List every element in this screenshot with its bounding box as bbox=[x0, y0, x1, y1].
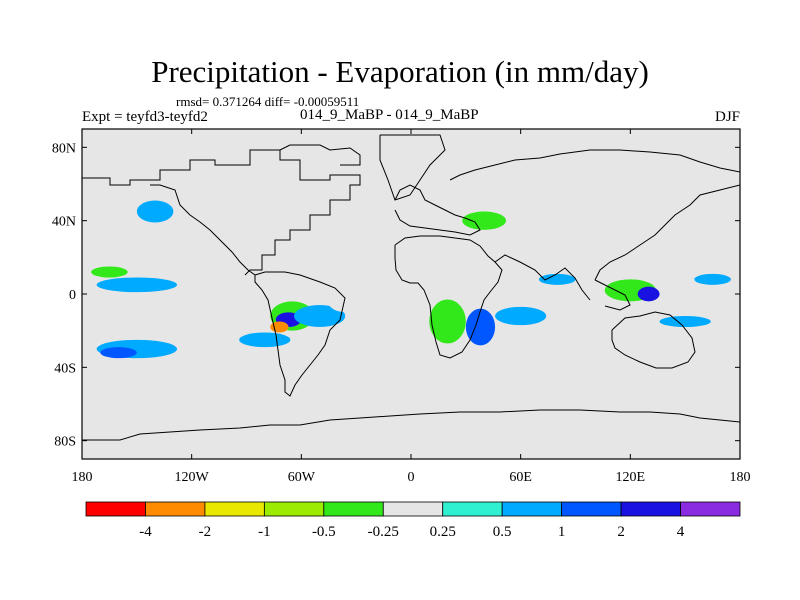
colorbar-swatch bbox=[620, 501, 681, 517]
anomaly-region-5 bbox=[164, 266, 201, 278]
anomaly-region-6 bbox=[136, 200, 174, 223]
colorbar-label: -0.5 bbox=[312, 524, 336, 540]
colorbar: -4 -2 -1 -0.5 -0.25 0.25 0.5 1 2 4 bbox=[85, 501, 741, 540]
europe-coastline bbox=[394, 184, 481, 236]
anomaly-region-2 bbox=[239, 332, 291, 348]
x-tick-label: 120W bbox=[175, 470, 210, 485]
anomaly-region-21 bbox=[462, 211, 507, 230]
season-label: DJF bbox=[714, 109, 740, 125]
x-tick-label: 120E bbox=[616, 470, 646, 485]
arabia-india bbox=[494, 254, 591, 301]
x-tick-label: 60W bbox=[288, 470, 316, 485]
australia-coastline bbox=[611, 311, 696, 369]
x-tick-label: 180 bbox=[730, 470, 751, 485]
north-america-coastline bbox=[82, 149, 361, 276]
colorbar-label: -0.25 bbox=[368, 524, 399, 540]
x-tick-label: 0 bbox=[408, 470, 415, 485]
colorbar-swatch bbox=[85, 501, 146, 517]
colorbar-label: 2 bbox=[617, 524, 625, 540]
colorbar-label: -4 bbox=[139, 524, 152, 540]
colorbar-swatch bbox=[680, 501, 741, 517]
axis-ticks: 180 120W 60W 0 60E 120E 180 80N 40N 0 40S 80S bbox=[52, 129, 751, 485]
y-tick-label: 80N bbox=[52, 141, 76, 156]
anomaly-region-16 bbox=[542, 295, 580, 311]
anomaly-region-14 bbox=[465, 308, 496, 346]
colorbar-swatch bbox=[382, 501, 444, 517]
colorbar-swatch bbox=[204, 501, 265, 517]
south-america-coastline bbox=[254, 271, 346, 397]
y-tick-label: 40S bbox=[54, 361, 76, 376]
colorbar-swatch bbox=[501, 501, 563, 517]
y-tick-label: 0 bbox=[69, 288, 76, 303]
north-america-west-coast bbox=[150, 184, 256, 276]
colorbar-label: -2 bbox=[199, 524, 212, 540]
eurasia-north-coastline bbox=[449, 149, 740, 181]
colorbar-label: 0.25 bbox=[430, 524, 456, 540]
anomaly-region-12 bbox=[328, 294, 366, 313]
colorbar-swatch bbox=[145, 501, 206, 517]
anomaly-region-15 bbox=[495, 306, 547, 326]
y-tick-label: 40N bbox=[52, 215, 76, 230]
colorbar-label: 4 bbox=[677, 524, 685, 540]
anomaly-region-13 bbox=[429, 299, 466, 344]
anomaly-region-22 bbox=[602, 239, 640, 258]
y-tick-label: 80S bbox=[54, 435, 76, 450]
antarctica-coastline bbox=[82, 409, 740, 441]
anomaly-region-19 bbox=[659, 316, 711, 327]
colorbar-label: -1 bbox=[258, 524, 271, 540]
x-tick-label: 180 bbox=[72, 470, 93, 485]
map-title: Precipitation - Evaporation (in mm/day) bbox=[151, 54, 649, 89]
colorbar-swatch bbox=[263, 501, 325, 517]
colorbar-label: 0.5 bbox=[493, 524, 512, 540]
anomaly-region-4 bbox=[91, 266, 128, 278]
anomaly-region-3 bbox=[96, 277, 178, 293]
experiment-label: Expt = teyfd3-teyfd2 bbox=[82, 109, 208, 125]
arctic-islands bbox=[279, 144, 361, 166]
asia-east-coastline bbox=[594, 184, 740, 281]
colorbar-swatch bbox=[561, 501, 622, 517]
anomaly-region-1 bbox=[100, 347, 137, 359]
anomaly-region-23 bbox=[538, 273, 576, 285]
anomaly-region-11 bbox=[294, 305, 346, 327]
colorbar-label: 1 bbox=[558, 524, 566, 540]
x-tick-label: 60E bbox=[509, 470, 532, 485]
southeast-asia bbox=[594, 279, 631, 311]
africa-coastline bbox=[394, 235, 503, 359]
comparison-label: 014_9_MaBP - 014_9_MaBP bbox=[300, 107, 479, 123]
coastlines bbox=[82, 134, 740, 441]
anomaly-region-7 bbox=[98, 215, 121, 227]
stats-text: rmsd= 0.371264 diff= -0.00059511 bbox=[176, 94, 360, 109]
anomaly-region-20 bbox=[694, 273, 731, 285]
anomaly-region-18 bbox=[637, 286, 660, 302]
colorbar-swatch bbox=[442, 501, 503, 517]
colorbar-swatch bbox=[323, 501, 384, 517]
